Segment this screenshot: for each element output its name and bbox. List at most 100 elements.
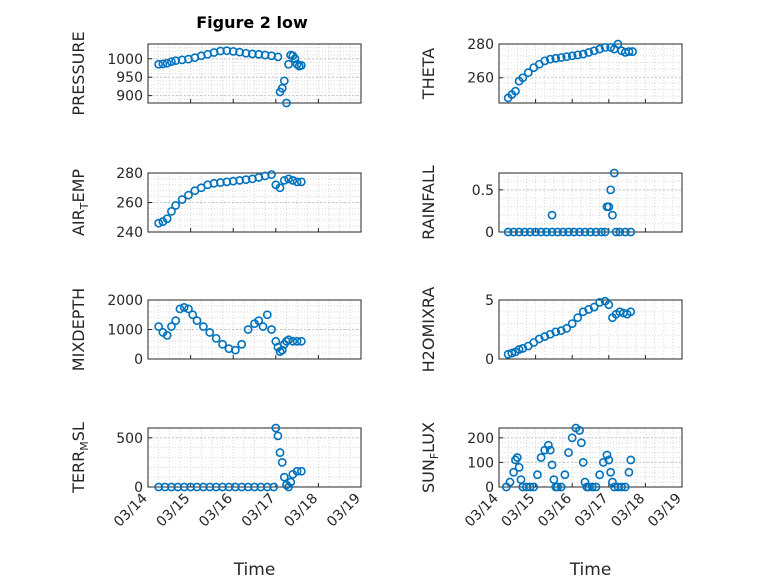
data-point bbox=[609, 168, 619, 178]
y-tick-label: 0 bbox=[485, 352, 494, 368]
data-point bbox=[540, 56, 550, 66]
data-point bbox=[608, 477, 617, 487]
data-point bbox=[186, 482, 195, 492]
data-point bbox=[284, 59, 293, 69]
subplot-3: 0 0.5 RAINFALL bbox=[419, 165, 683, 241]
data-point bbox=[243, 325, 253, 334]
data-point bbox=[188, 310, 198, 320]
data-point bbox=[269, 482, 279, 492]
data-point bbox=[556, 53, 566, 62]
ylabel-7: SUNFLUX bbox=[419, 422, 441, 493]
data-point bbox=[237, 339, 247, 349]
y-tick-label: 200 bbox=[467, 431, 494, 447]
data-point bbox=[587, 482, 597, 492]
data-point bbox=[262, 310, 272, 320]
xlabel-6: Time bbox=[233, 560, 276, 580]
data-point bbox=[154, 218, 164, 228]
data-point bbox=[262, 482, 272, 492]
data-point bbox=[567, 319, 577, 328]
data-point bbox=[286, 477, 296, 487]
data-point bbox=[558, 227, 568, 237]
data-point bbox=[600, 42, 610, 52]
data-point bbox=[573, 50, 583, 60]
x-tick-label: 03/19 bbox=[645, 491, 685, 531]
data-point bbox=[511, 86, 520, 96]
x-tick-label: 03/15 bbox=[154, 491, 194, 531]
data-point bbox=[591, 482, 601, 492]
data-point bbox=[288, 336, 298, 346]
data-point bbox=[154, 482, 164, 492]
data-point bbox=[545, 54, 555, 64]
x-tick-label: 03/16 bbox=[196, 490, 236, 530]
y-tick-label: 950 bbox=[116, 70, 143, 86]
data-point bbox=[171, 316, 181, 326]
data-point bbox=[562, 52, 572, 62]
data-point bbox=[167, 322, 176, 331]
y-tick-label: 5 bbox=[485, 293, 494, 309]
subplot-5: 0 5 H2OMIXRA bbox=[419, 287, 683, 373]
data-point bbox=[288, 175, 298, 185]
data-point bbox=[536, 453, 546, 462]
data-point bbox=[273, 431, 283, 441]
data-point bbox=[514, 227, 524, 237]
y-tick-label: 280 bbox=[116, 166, 143, 182]
data-point bbox=[597, 227, 606, 237]
data-point bbox=[547, 227, 557, 237]
data-point bbox=[564, 227, 573, 237]
data-point bbox=[553, 482, 562, 492]
data-point bbox=[256, 482, 266, 492]
data-point bbox=[167, 57, 176, 67]
data-point bbox=[604, 202, 614, 212]
data-point bbox=[292, 59, 302, 69]
data-point bbox=[184, 190, 193, 200]
data-point bbox=[542, 227, 551, 237]
data-point bbox=[573, 313, 583, 323]
data-point bbox=[279, 76, 289, 86]
subplot-1: 260 280 THETA bbox=[419, 37, 683, 104]
data-point bbox=[626, 227, 636, 237]
y-tick-label: 240 bbox=[116, 225, 143, 241]
data-point bbox=[218, 339, 227, 349]
x-tick-label: 03/18 bbox=[281, 491, 321, 531]
data-point bbox=[205, 482, 215, 492]
subplot-4: 0 1000 2000 MIXDEPTH bbox=[69, 288, 362, 371]
data-point bbox=[575, 426, 584, 435]
y-tick-label: 0 bbox=[485, 480, 494, 496]
data-point bbox=[617, 482, 627, 492]
data-point bbox=[600, 227, 610, 237]
data-point bbox=[624, 47, 634, 56]
axes-box-1 bbox=[498, 43, 683, 104]
ylabel-5: H2OMIXRA bbox=[419, 287, 438, 373]
data-point bbox=[192, 482, 202, 492]
y-tick-label: 0 bbox=[134, 480, 143, 496]
data-point bbox=[620, 227, 630, 237]
xlabel-7: Time bbox=[569, 560, 612, 580]
ylabel-4: MIXDEPTH bbox=[69, 288, 88, 371]
y-tick-label: 280 bbox=[467, 37, 494, 53]
x-tick-label: 03/17 bbox=[239, 491, 279, 531]
data-point bbox=[224, 482, 234, 492]
data-point bbox=[192, 316, 202, 326]
data-point bbox=[290, 54, 300, 64]
axes-box-5 bbox=[498, 299, 683, 360]
data-point bbox=[544, 440, 553, 450]
data-point bbox=[230, 345, 240, 355]
data-point bbox=[503, 227, 513, 237]
ylabel-2: AIRTEMP bbox=[69, 169, 91, 236]
data-point bbox=[237, 482, 247, 492]
data-point bbox=[580, 227, 590, 237]
data-point bbox=[536, 227, 546, 237]
data-point bbox=[273, 52, 283, 62]
data-point bbox=[211, 333, 221, 343]
data-point bbox=[611, 227, 621, 237]
data-point bbox=[267, 170, 276, 179]
data-point bbox=[567, 51, 577, 61]
data-point bbox=[277, 458, 287, 467]
data-point bbox=[198, 322, 208, 331]
data-point bbox=[615, 227, 625, 237]
data-point bbox=[243, 482, 253, 492]
data-point bbox=[533, 470, 542, 480]
data-point bbox=[529, 482, 539, 492]
data-point bbox=[586, 227, 595, 237]
